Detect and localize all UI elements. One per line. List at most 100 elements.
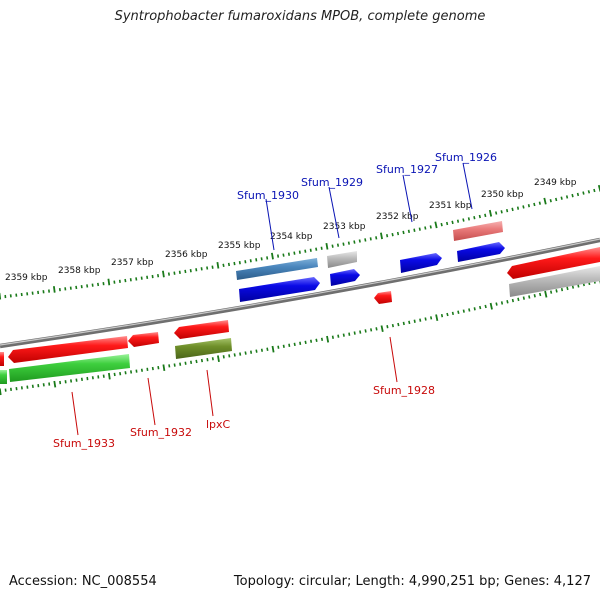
gene-lpxc[interactable]	[174, 320, 229, 339]
ruler-minor-tick	[506, 300, 509, 304]
ruler-minor-tick	[484, 213, 487, 218]
ruler-minor-tick	[244, 351, 247, 355]
gene-sfum-1927[interactable]	[400, 253, 442, 273]
ruler-minor-tick	[190, 360, 193, 365]
gene-arrow-blue[interactable]	[330, 269, 360, 286]
ruler-minor-tick	[173, 271, 176, 275]
ruler-minor-tick	[130, 370, 133, 374]
ruler-minor-tick	[255, 258, 258, 262]
ruler-minor-tick	[75, 285, 78, 290]
ruler-minor-tick	[359, 330, 362, 334]
gene-sfum-1930[interactable]	[236, 258, 318, 280]
gene-sfum-1933[interactable]	[8, 336, 128, 363]
map-title: Syntrophobacter fumaroxidans MPOB, compl…	[114, 9, 486, 24]
ruler-minor-tick	[178, 270, 181, 275]
ruler-minor-tick	[576, 192, 580, 197]
ruler-minor-tick	[402, 230, 405, 235]
gene-sfum-1928[interactable]	[374, 291, 392, 304]
ruler-minor-tick	[369, 237, 372, 241]
ruler-minor-tick	[566, 286, 569, 291]
gene-label-sfum-1929[interactable]: Sfum_1929	[301, 176, 363, 189]
ruler-minor-tick	[80, 377, 83, 382]
ruler-minor-tick	[206, 266, 209, 270]
ruler-minor-tick	[348, 332, 351, 336]
scale-labels: 2349 kbp 2350 kbp 2351 kbp 2352 kbp 2353…	[5, 178, 577, 283]
ruler-minor-tick	[304, 249, 307, 253]
gene-label-sfum-1932[interactable]: Sfum_1932	[130, 426, 192, 439]
ruler-minor-tick	[119, 371, 122, 376]
ruler-minor-tick	[260, 257, 263, 261]
ruler-major-tick	[107, 278, 111, 286]
ruler-minor-tick	[565, 195, 569, 199]
ruler-major-tick	[216, 261, 220, 269]
topology-text: Topology: circular; Length: 4,990,251 bp…	[233, 574, 591, 589]
scale-label: 2351 kbp	[429, 201, 472, 211]
gene-sfum-1932[interactable]	[128, 332, 159, 347]
ruler-minor-tick	[331, 335, 334, 339]
scale-label: 2352 kbp	[376, 212, 419, 222]
ruler-minor-tick	[157, 273, 160, 278]
ruler-minor-tick	[282, 344, 285, 348]
gene-label-sfum-1926[interactable]: Sfum_1926	[435, 151, 497, 164]
ruler-major-tick	[53, 286, 56, 293]
ruler-minor-tick	[157, 365, 160, 370]
ruler-major-tick	[488, 209, 493, 217]
gene-label-sfum-1928[interactable]: Sfum_1928	[373, 384, 435, 397]
ruler-minor-tick	[516, 206, 520, 210]
ruler-minor-tick	[424, 317, 427, 321]
scale-label: 2355 kbp	[218, 241, 261, 251]
ruler-minor-tick	[91, 376, 94, 380]
ruler-major-tick	[217, 355, 220, 363]
gene-arrow-blue[interactable]	[239, 277, 320, 302]
gene-arrow-red[interactable]	[507, 247, 600, 279]
ruler-minor-tick	[473, 216, 476, 220]
ruler-minor-tick	[211, 265, 214, 269]
ruler-major-tick	[380, 232, 383, 240]
gene-arrow-blue[interactable]	[457, 242, 505, 262]
gene-label-sfum-1933[interactable]: Sfum_1933	[53, 437, 115, 450]
gene-label-sfum-1927[interactable]: Sfum_1927	[376, 163, 438, 176]
ruler-major-tick	[108, 372, 111, 380]
ruler-minor-tick	[430, 316, 433, 320]
ruler-major-tick	[380, 325, 384, 332]
scale-label: 2350 kbp	[481, 190, 524, 200]
reverse-strand-genes	[0, 291, 392, 384]
ruler-minor-tick	[233, 261, 236, 266]
gene-sfum-1929[interactable]	[327, 251, 357, 268]
ruler-minor-tick	[277, 345, 280, 349]
ruler-minor-tick	[539, 292, 542, 297]
ruler-major-tick	[162, 270, 165, 278]
scale-label: 2349 kbp	[534, 178, 577, 188]
gene-sfum-1926[interactable]	[453, 221, 503, 241]
ruler-minor-tick	[167, 272, 170, 276]
leader-sfum-1933	[71, 391, 79, 436]
ruler-minor-tick	[533, 202, 536, 207]
ruler-minor-tick	[315, 247, 318, 251]
ruler-minor-tick	[342, 333, 345, 337]
ruler-minor-tick	[467, 217, 470, 221]
gene-olive-block[interactable]	[175, 338, 232, 359]
ruler-minor-tick	[179, 362, 182, 366]
ruler-minor-tick	[260, 348, 263, 352]
ruler-minor-tick	[124, 278, 127, 283]
ruler-minor-tick	[309, 248, 312, 252]
ruler-minor-tick	[446, 221, 449, 226]
ruler-minor-tick	[293, 342, 296, 347]
label-leaders	[71, 162, 473, 436]
ruler-minor-tick	[298, 250, 301, 254]
gene-green-block[interactable]	[0, 370, 7, 384]
ruler-minor-tick	[517, 297, 520, 302]
ruler-minor-tick	[386, 325, 389, 329]
ruler-minor-tick	[451, 220, 454, 225]
gene-arrow-red[interactable]	[0, 352, 4, 366]
ruler-minor-tick	[408, 320, 411, 325]
ruler-minor-tick	[446, 312, 449, 317]
ruler-minor-tick	[102, 374, 105, 378]
ruler-minor-tick	[195, 359, 198, 364]
ruler-minor-tick	[42, 383, 45, 387]
gene-label-lpxc[interactable]: lpxC	[206, 418, 231, 431]
gene-label-sfum-1930[interactable]: Sfum_1930	[237, 189, 299, 202]
gene-green-block[interactable]	[9, 354, 130, 382]
ruler-minor-tick	[228, 354, 231, 358]
gene-gray-block[interactable]	[509, 266, 600, 297]
